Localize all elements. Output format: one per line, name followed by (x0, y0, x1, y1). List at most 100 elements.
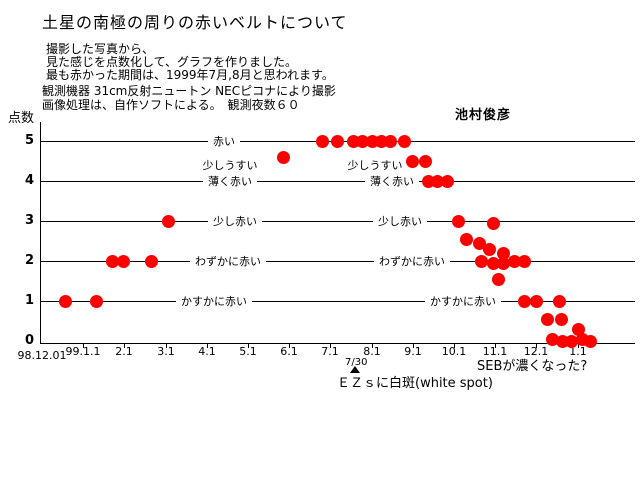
y-tick-label-1: 1 (24, 293, 34, 308)
x-tick-label-4.1: 4.1 (198, 345, 216, 358)
data-point-19 (441, 174, 455, 188)
level-label-right-6: 少しうすい (342, 157, 408, 174)
data-point-24 (483, 242, 497, 256)
x-tick-9.1 (413, 344, 414, 348)
y-tick-label-0: 0 (24, 333, 34, 348)
x-tick-label-98.12.01: 98.12.01 (17, 349, 67, 362)
data-point-3 (116, 254, 130, 268)
data-point-35 (541, 313, 555, 327)
x-tick-12.1 (536, 344, 537, 348)
level-label-left-4: わずかに赤い (190, 253, 266, 269)
data-point-32 (518, 294, 532, 308)
level-label-left-2: 薄く赤い (203, 173, 257, 189)
data-point-21 (486, 217, 500, 231)
level-label-left-0: 赤い (208, 133, 240, 149)
y-tick-label-5: 5 (24, 133, 34, 148)
y-axis-line (40, 122, 41, 344)
data-point-33 (530, 294, 544, 308)
x-tick-5.1 (248, 344, 249, 348)
x-tick-7.1 (330, 344, 331, 348)
x-tick-label-99.1.1: 99.1.1 (65, 345, 101, 358)
data-point-26 (474, 254, 488, 268)
processing-note: 画像処理は、自作ソフトによる。 観測夜数６０ (42, 98, 300, 112)
page-title: 土星の南極の周りの赤いベルトについて (42, 13, 348, 32)
x-tick-99.1.1 (83, 344, 84, 348)
data-point-14 (397, 134, 411, 148)
data-point-16 (419, 155, 433, 169)
level-label-left-1: 少しうすい (197, 157, 263, 174)
description-line-3: 最も赤かった期間は、1999年7月,8月と思われます。 (46, 68, 334, 82)
data-point-31 (492, 272, 506, 286)
event-date-label: 7/30 (345, 357, 368, 368)
x-tick-11.1 (495, 344, 496, 348)
level-label-left-3: 少し赤い (208, 213, 262, 229)
x-tick-6.1 (289, 344, 290, 348)
x-tick-label-12.1: 12.1 (523, 345, 549, 358)
y-axis-title: 点数 (8, 111, 35, 126)
data-point-20 (451, 214, 465, 228)
gridline-score-3 (40, 221, 635, 222)
data-point-40 (565, 334, 579, 348)
gridline-score-2 (40, 261, 635, 262)
data-point-34 (553, 294, 567, 308)
event-marker-triangle-icon (350, 366, 360, 373)
y-tick-label-3: 3 (24, 213, 34, 228)
x-tick-label-3.1: 3.1 (157, 345, 175, 358)
data-point-29 (507, 254, 521, 268)
x-tick-label-11.1: 11.1 (482, 345, 508, 358)
event-annotation: ＥＺｓに白斑(white spot) (337, 376, 493, 391)
gridline-score-4 (40, 181, 635, 182)
x-tick-4.1 (207, 344, 208, 348)
x-tick-label-2.1: 2.1 (115, 345, 133, 358)
data-point-28 (497, 257, 511, 271)
data-point-4 (144, 254, 158, 268)
data-point-13 (383, 134, 397, 148)
data-point-36 (554, 312, 568, 326)
level-label-right-10: かすかに赤い (425, 293, 501, 309)
data-point-18 (431, 174, 445, 188)
data-point-1 (90, 294, 104, 308)
x-tick-2.1 (124, 344, 125, 348)
x-tick-1.1 (578, 344, 579, 348)
x-axis-line (40, 343, 635, 344)
x-tick-label-7.1: 7.1 (321, 345, 339, 358)
x-tick-8.1 (372, 344, 373, 348)
gridline-score-1 (40, 301, 635, 302)
observer-name: 池村俊彦 (455, 108, 512, 123)
data-point-38 (545, 332, 559, 346)
instrument-note: 観測機器 31cm反射ニュートン NECピコナにより撮影 (42, 84, 336, 98)
data-point-0 (58, 294, 72, 308)
data-point-17 (421, 174, 435, 188)
data-point-2 (105, 254, 119, 268)
x-tick-10.1 (454, 344, 455, 348)
data-point-42 (584, 334, 598, 348)
data-point-22 (460, 233, 474, 247)
description-line-1: 撮影した写真から、 (46, 42, 155, 56)
x-tick-label-5.1: 5.1 (239, 345, 257, 358)
x-tick-label-8.1: 8.1 (363, 345, 381, 358)
data-point-10 (355, 134, 369, 148)
y-tick-label-4: 4 (24, 173, 34, 188)
data-point-37 (571, 322, 585, 336)
data-point-15 (406, 155, 420, 169)
level-label-right-7: 薄く赤い (365, 173, 419, 189)
data-point-8 (331, 134, 345, 148)
x-tick-3.1 (166, 344, 167, 348)
description-line-2: 見た感じを点数化して、グラフを作りました。 (46, 55, 298, 69)
data-point-6 (277, 151, 291, 165)
data-point-5 (161, 214, 175, 228)
seb-note-annotation: SEBが濃くなった? (477, 359, 588, 374)
data-point-27 (486, 256, 500, 270)
x-tick-label-9.1: 9.1 (404, 345, 422, 358)
data-point-23 (472, 237, 486, 251)
level-label-left-5: かすかに赤い (176, 293, 252, 309)
y-tick-label-2: 2 (24, 253, 34, 268)
data-point-7 (315, 134, 329, 148)
data-point-30 (517, 254, 531, 268)
x-tick-label-1.1: 1.1 (569, 345, 587, 358)
data-point-25 (496, 246, 510, 260)
x-tick-label-10.1: 10.1 (441, 345, 467, 358)
level-label-right-9: わずかに赤い (374, 253, 450, 269)
